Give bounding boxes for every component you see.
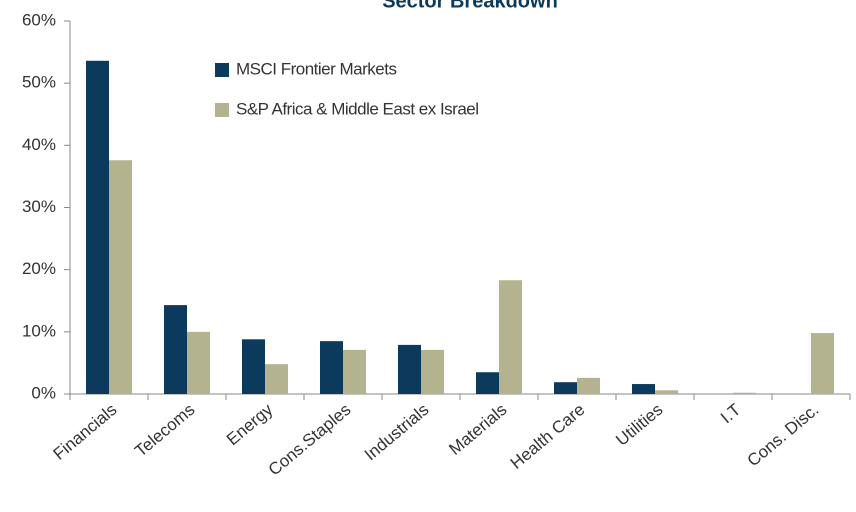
x-tick-label: Materials — [445, 400, 510, 459]
bar — [554, 382, 577, 394]
bar — [476, 372, 499, 394]
bar — [343, 349, 366, 394]
y-tick-label: 20% — [22, 259, 56, 278]
x-tick-label: Cons.Staples — [265, 400, 355, 480]
bar — [733, 392, 756, 394]
bar — [655, 390, 678, 394]
y-tick-label: 40% — [22, 135, 56, 154]
y-tick-label: 30% — [22, 197, 56, 216]
x-tick-label: Utilities — [612, 400, 666, 450]
x-tick-label: Energy — [223, 400, 277, 449]
bar — [499, 280, 522, 394]
legend-label: MSCI Frontier Markets — [236, 59, 396, 78]
y-tick-label: 0% — [31, 383, 56, 402]
bar — [398, 344, 421, 394]
bar — [577, 377, 600, 394]
y-tick-label: 10% — [22, 321, 56, 340]
bar — [265, 364, 288, 394]
y-tick-label: 50% — [22, 73, 56, 92]
bar — [187, 331, 210, 394]
y-tick-label: 60% — [22, 10, 56, 29]
x-tick-label: Industrials — [361, 400, 433, 464]
legend-swatch — [215, 63, 229, 77]
bar — [164, 305, 187, 394]
legend-label: S&P Africa & Middle East ex Israel — [236, 99, 479, 118]
x-tick-label: Telecoms — [131, 400, 198, 461]
x-tick-label: I.T — [717, 400, 744, 427]
legend-swatch — [215, 103, 229, 117]
bar — [109, 160, 132, 394]
bar — [86, 60, 109, 394]
bar — [421, 349, 444, 394]
bar — [632, 384, 655, 394]
chart-title: Sector Breakdown — [382, 0, 558, 12]
bar — [242, 339, 265, 394]
x-tick-label: Health Care — [507, 400, 589, 473]
bar — [811, 333, 834, 394]
x-tick-label: Cons. Disc. — [744, 400, 823, 470]
x-tick-label: Financials — [50, 400, 121, 464]
bar — [320, 341, 343, 394]
